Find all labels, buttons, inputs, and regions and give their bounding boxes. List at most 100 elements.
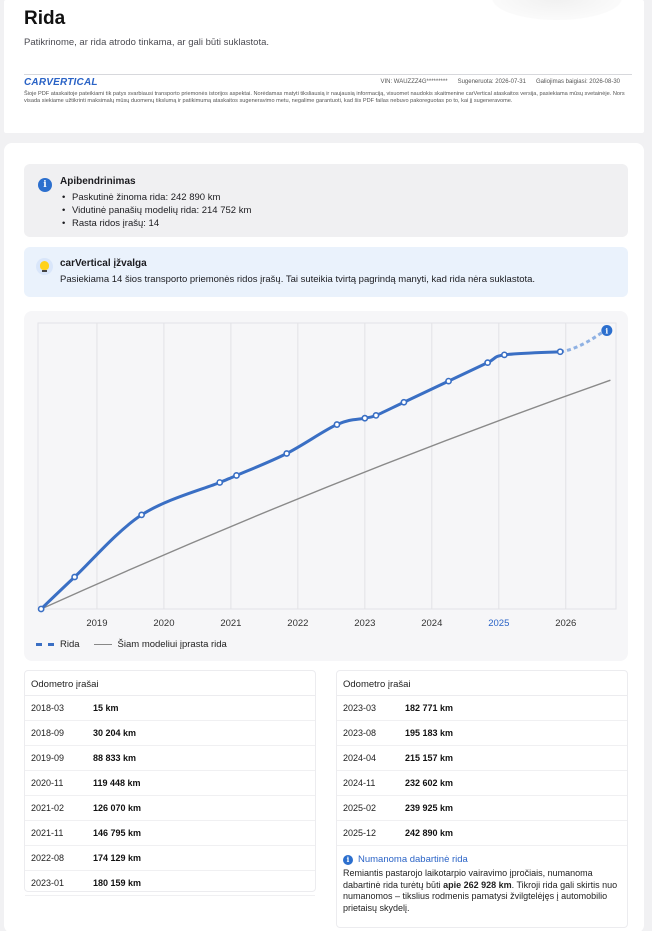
decorative-shadow xyxy=(492,0,622,20)
estimate-title: i Numanoma dabartinė rida xyxy=(343,854,468,865)
odometer-table-left: Odometro įrašai 2018-03 15 km 2018-09 30 20… xyxy=(24,670,316,896)
table-row: 2021-02 126 070 km xyxy=(25,796,315,821)
page-title: Rida xyxy=(24,8,66,29)
row-date: 2024-04 xyxy=(343,753,377,763)
row-date: 2018-03 xyxy=(31,703,65,713)
summary-item: Paskutinė žinoma rida: 242 890 km xyxy=(60,191,251,204)
table-row: 2022-08 174 129 km xyxy=(25,846,315,871)
summary-title: Apibendrinimas xyxy=(60,176,136,187)
table-row: 2018-09 30 204 km xyxy=(25,721,315,746)
table-row: 2023-01 180 159 km xyxy=(25,871,315,896)
row-date: 2025-02 xyxy=(343,803,377,813)
odometer-table-right: Odometro įrašai 2023-03 182 771 km 2023-08… xyxy=(336,670,628,928)
info-icon-glyph: i xyxy=(605,326,608,335)
row-date: 2024-11 xyxy=(343,778,376,788)
page-subtitle: Patikrinome, ar rida atrodo tinkama, ar … xyxy=(24,37,270,48)
summary-item: Vidutinė panašių modelių rida: 214 752 k… xyxy=(60,204,251,217)
table-row: 2023-03 182 771 km xyxy=(337,696,627,721)
report-meta: VIN: WAUZZZ4G********* Sugeneruota: 2026… xyxy=(380,79,620,85)
summary-list: Paskutinė žinoma rida: 242 890 km Viduti… xyxy=(60,191,251,230)
row-value: 119 448 km xyxy=(93,778,141,788)
vin-label: VIN: WAUZZZ4G********* xyxy=(380,79,448,85)
table-row: 2018-03 15 km xyxy=(25,696,315,721)
row-value: 146 795 km xyxy=(93,828,142,838)
table-row: 2025-02 239 925 km xyxy=(337,796,627,821)
estimate-text-before: Remiantis pastarojo laikotarpio vairavim… xyxy=(343,868,593,890)
row-date: 2022-08 xyxy=(31,853,65,863)
data-point xyxy=(71,573,79,581)
chart-legend: Rida Šiam modeliui įprasta rida xyxy=(36,639,227,650)
legend-swatch-mileage xyxy=(36,643,54,646)
data-point xyxy=(216,479,224,486)
table-row: 2020-11 119 448 km xyxy=(25,771,315,796)
data-point xyxy=(372,411,380,419)
carvertical-logo: CARVERTICAL xyxy=(24,77,98,88)
row-value: 126 070 km xyxy=(93,803,142,813)
data-point xyxy=(361,414,369,422)
data-point xyxy=(484,359,492,367)
estimate-text: Remiantis pastarojo laikotarpio vairavim… xyxy=(343,868,619,914)
table-row: 2024-04 215 157 km xyxy=(337,746,627,771)
header-divider xyxy=(24,74,632,75)
mileage-chart: 2019 2020 2021 2022 2023 2024 2025 2026 i Rida Š… xyxy=(24,311,628,661)
valid-until-date: Galiojimas baigiasi: 2026-08-30 xyxy=(535,79,620,85)
data-point xyxy=(233,472,240,479)
odometer-table-title: Odometro įrašai xyxy=(25,671,315,696)
insight-title: carVertical įžvalga xyxy=(60,258,147,269)
table-row: 2023-08 195 183 km xyxy=(337,721,627,746)
estimate-title-text: Numanoma dabartinė rida xyxy=(358,854,468,865)
row-value: 195 183 km xyxy=(405,728,454,738)
row-date: 2023-03 xyxy=(343,703,377,713)
summary-item: Rasta ridos įrašų: 14 xyxy=(60,217,251,230)
summary-box: i Apibendrinimas Paskutinė žinoma rida: … xyxy=(24,164,628,237)
row-value: 15 km xyxy=(93,703,119,713)
row-date: 2021-02 xyxy=(31,803,65,813)
row-value: 242 890 km xyxy=(405,828,454,838)
info-icon: i xyxy=(38,178,52,192)
data-point xyxy=(333,421,341,428)
row-value: 174 129 km xyxy=(93,853,142,863)
series-line-typical xyxy=(40,379,611,610)
table-row: 2021-11 146 795 km xyxy=(25,821,315,846)
table-row: 2025-12 242 890 km xyxy=(337,821,627,846)
table-row: 2024-11 232 602 km xyxy=(337,771,627,796)
row-value: 88 833 km xyxy=(93,753,137,763)
data-point xyxy=(556,348,564,356)
estimate-value: apie 262 928 km xyxy=(443,879,512,890)
data-point xyxy=(500,351,508,359)
x-tick-label: 2023 xyxy=(354,618,375,629)
info-icon: i xyxy=(343,854,353,865)
odometer-table-title: Odometro įrašai xyxy=(337,671,627,696)
row-date: 2023-01 xyxy=(31,878,65,888)
legend-label-typical: Šiam modeliui įprasta rida xyxy=(117,639,227,650)
row-date: 2023-08 xyxy=(343,728,377,738)
data-point xyxy=(37,605,45,613)
row-value: 239 925 km xyxy=(405,803,454,813)
table-row: 2019-09 88 833 km xyxy=(25,746,315,771)
legend-label-mileage: Rida xyxy=(60,639,80,650)
lightbulb-icon xyxy=(36,258,53,275)
insight-box: carVertical įžvalga Pasiekiama 14 šios t… xyxy=(24,247,628,297)
x-tick-label: 2024 xyxy=(421,618,442,629)
insight-text: Pasiekiama 14 šios transporto priemonės … xyxy=(60,274,536,285)
report-header-card: Rida Patikrinome, ar rida atrodo tinkama… xyxy=(4,0,644,133)
row-value: 30 204 km xyxy=(93,728,137,738)
estimate-text-after: . Tikroji rida gali skirtis nuo numanomo… xyxy=(343,879,618,913)
data-point xyxy=(400,398,408,406)
info-icon xyxy=(601,324,613,336)
data-point xyxy=(138,511,145,519)
x-tick-label: 2025 xyxy=(488,618,509,629)
x-tick-label: 2021 xyxy=(220,618,241,629)
row-value: 180 159 km xyxy=(93,878,142,888)
row-date: 2018-09 xyxy=(31,728,65,738)
data-point xyxy=(283,450,291,457)
row-value: 215 157 km xyxy=(405,753,454,763)
mileage-chart-svg: 2019 2020 2021 2022 2023 2024 2025 2026 i xyxy=(37,322,617,629)
row-value: 232 602 km xyxy=(405,778,454,788)
disclaimer-text: Šioje PDF ataskaitoje pateikiami tik pat… xyxy=(24,91,625,104)
x-tick-label: 2022 xyxy=(287,618,308,629)
generated-date: Sugeneruota: 2026-07-31 xyxy=(457,79,526,85)
row-date: 2020-11 xyxy=(31,778,64,788)
row-date: 2019-09 xyxy=(31,753,65,763)
x-tick-label: 2019 xyxy=(86,618,107,629)
